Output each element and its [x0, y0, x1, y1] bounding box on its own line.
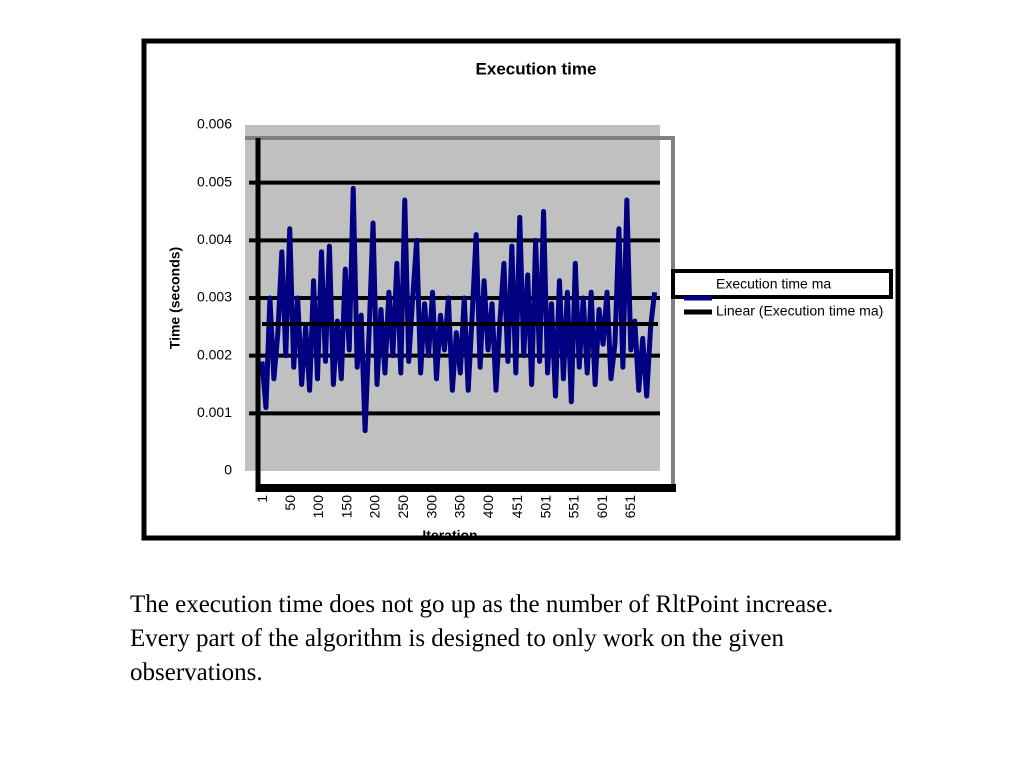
x-tick-label: 350 — [452, 495, 468, 519]
chart: Execution time Time (seconds) Iteration … — [141, 38, 901, 543]
caption: The execution time does not go up as the… — [130, 588, 990, 690]
x-tick-label: 150 — [338, 495, 354, 519]
y-tick-label: 0.006 — [197, 116, 232, 132]
y-tick-label: 0.005 — [197, 173, 232, 189]
y-tick-label: 0.004 — [197, 231, 232, 247]
x-tick-label: 601 — [594, 495, 610, 519]
data-line — [259, 185, 658, 434]
x-tick-label: 400 — [480, 495, 496, 519]
legend-label: Linear (Execution time ma) — [716, 303, 883, 319]
x-tick-label: 100 — [310, 495, 326, 519]
x-tick-label: 501 — [537, 495, 553, 519]
caption-line: Every part of the algorithm is designed … — [130, 625, 785, 652]
y-tick-label: 0.002 — [197, 346, 232, 362]
x-tick-label: 50 — [282, 495, 298, 511]
caption-line: observations. — [130, 659, 263, 686]
chart-title: Execution time — [476, 59, 597, 78]
x-tick-label: 200 — [367, 495, 383, 519]
legend-label: Execution time ma — [716, 276, 831, 292]
x-tick-label: 651 — [622, 495, 638, 519]
x-tick-label: 250 — [395, 495, 411, 519]
x-tick-label: 300 — [423, 495, 439, 519]
y-tick-label: 0.003 — [197, 289, 232, 305]
y-axis-label: Time (seconds) — [167, 247, 183, 349]
x-tick-label: 1 — [254, 495, 270, 503]
x-tick-label: 551 — [566, 495, 582, 519]
y-tick-label: 0 — [224, 462, 232, 478]
legend-box — [671, 269, 893, 299]
x-tick-label: 451 — [509, 495, 525, 519]
y-tick-label: 0.001 — [197, 404, 232, 420]
caption-line: The execution time does not go up as the… — [130, 591, 834, 618]
plot-border — [245, 136, 675, 490]
x-axis-label: Iteration — [422, 527, 477, 543]
